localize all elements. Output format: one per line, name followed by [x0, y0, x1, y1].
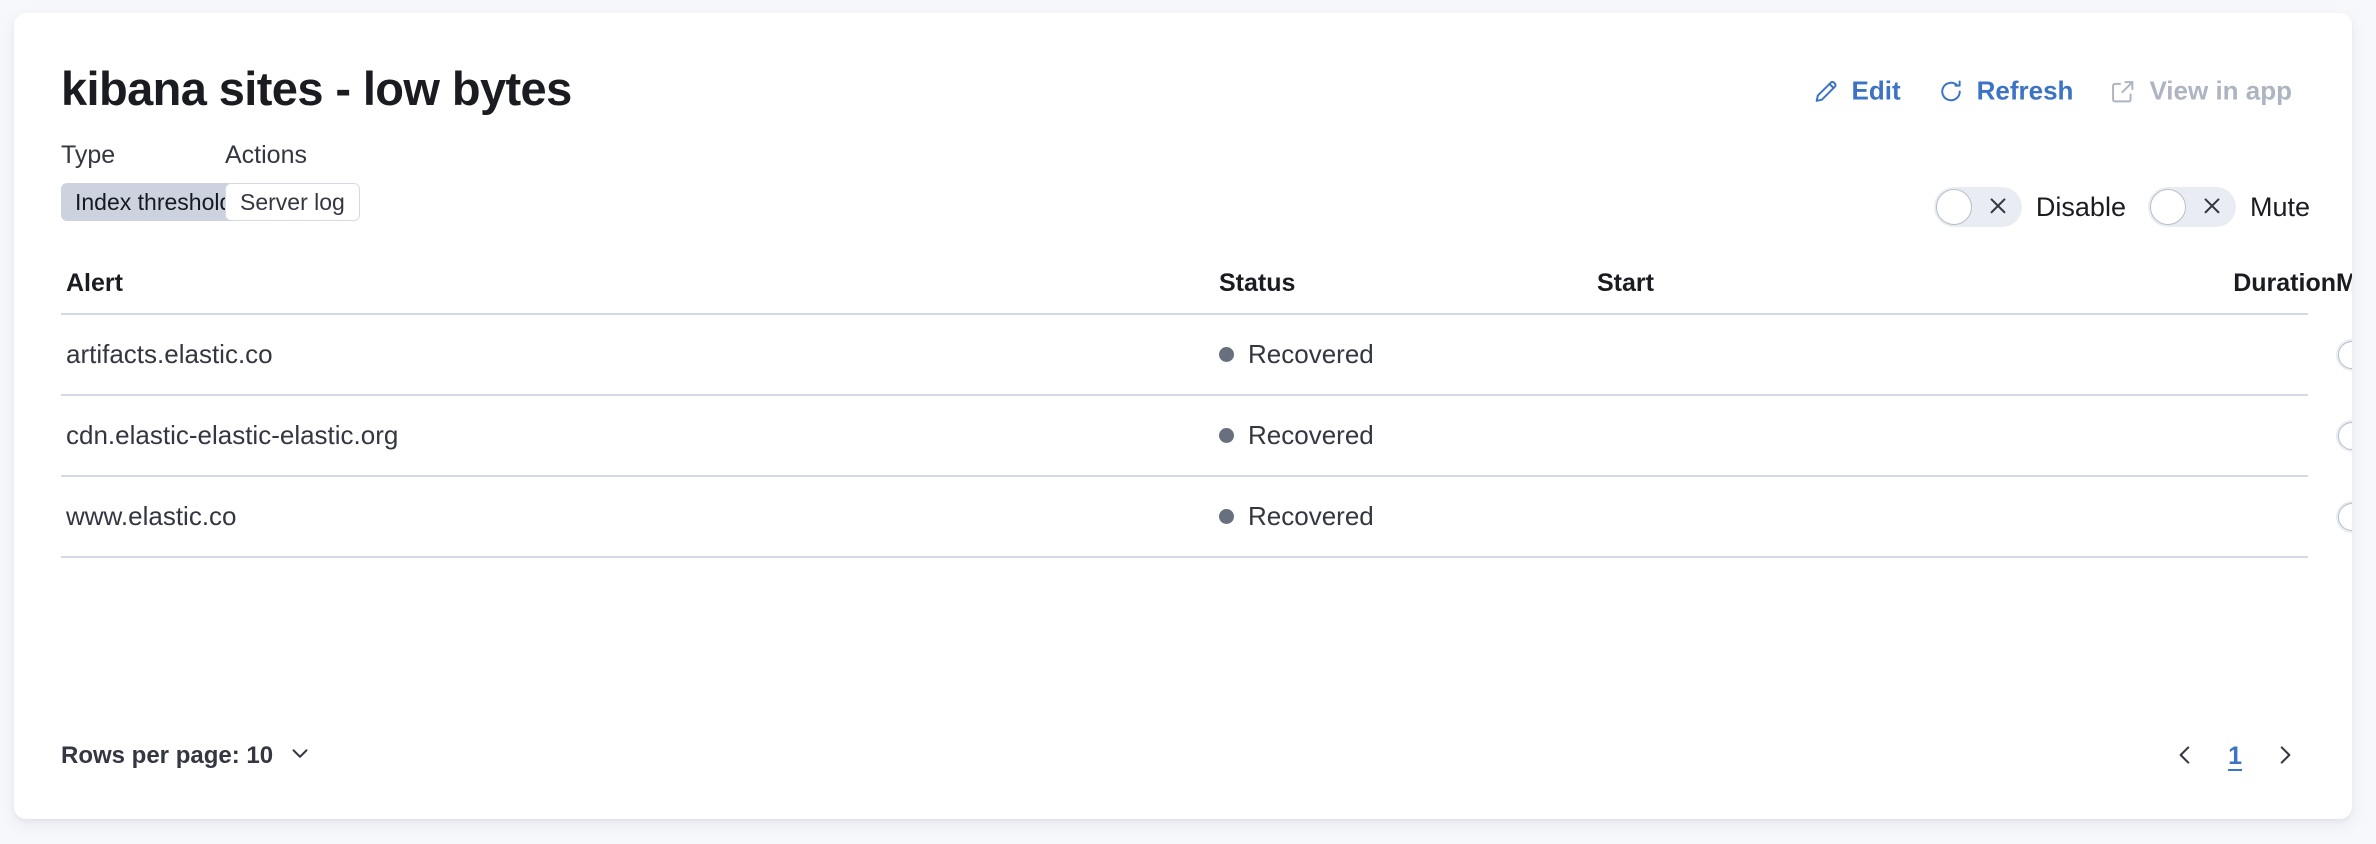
table-header-row: Alert Status Start Duration Mute — [61, 253, 2352, 315]
row-mute-toggle[interactable] — [2336, 338, 2352, 371]
type-badge: Index threshold — [61, 183, 247, 221]
status-text: Recovered — [1248, 501, 1374, 531]
external-link-icon — [2109, 77, 2137, 105]
cell-status: Recovered — [1219, 420, 1597, 451]
page-title: kibana sites - low bytes — [61, 62, 572, 115]
rows-per-page-label: Rows per page: 10 — [61, 742, 274, 769]
status-dot-icon — [1219, 347, 1234, 362]
pagination: 1 — [2162, 733, 2308, 779]
status-dot-icon — [1219, 428, 1234, 443]
disable-switch-group: Disable — [1933, 187, 2126, 227]
panel-meta-row: Type Index threshold Actions Server log … — [14, 143, 2352, 243]
status-dot-icon — [1219, 509, 1234, 524]
column-header-start[interactable]: Start — [1597, 268, 1654, 297]
edit-button[interactable]: Edit — [1794, 76, 1919, 107]
row-mute-toggle-knob — [2338, 421, 2352, 450]
close-icon — [1987, 195, 2009, 219]
mute-toggle-knob — [2149, 189, 2186, 225]
panel-header: kibana sites - low bytes Edit — [14, 13, 2352, 143]
type-group: Type Index threshold — [61, 141, 247, 221]
rows-per-page-selector[interactable]: Rows per page: 10 — [61, 740, 313, 773]
table-row: artifacts.elastic.co Recovered — [61, 315, 2352, 396]
edit-label: Edit — [1851, 75, 1901, 106]
row-mute-toggle-knob — [2338, 340, 2352, 369]
view-in-app-label: View in app — [2149, 75, 2292, 106]
row-mute-toggle-knob — [2338, 502, 2352, 531]
column-header-mute[interactable]: Mute — [2336, 268, 2352, 297]
disable-toggle[interactable] — [1933, 187, 2022, 227]
actions-group: Actions Server log — [225, 143, 360, 221]
header-actions: Edit Refresh — [1794, 76, 2311, 107]
row-mute-toggle[interactable] — [2336, 500, 2352, 533]
close-icon — [2201, 195, 2223, 219]
mute-toggle[interactable] — [2147, 187, 2236, 227]
cell-alert: www.elastic.co — [66, 501, 237, 531]
column-header-alert[interactable]: Alert — [66, 268, 123, 297]
column-header-status[interactable]: Status — [1219, 268, 1296, 297]
next-page-button[interactable] — [2262, 733, 2308, 779]
cell-alert: artifacts.elastic.co — [66, 339, 273, 369]
cell-mute — [2336, 500, 2352, 533]
alert-details-panel: kibana sites - low bytes Edit — [14, 13, 2352, 819]
mute-label: Mute — [2249, 191, 2310, 222]
pencil-icon — [1812, 77, 1840, 105]
action-badge-server-log: Server log — [225, 183, 360, 221]
alerts-table: Alert Status Start Duration Mute artifac… — [61, 253, 2352, 558]
disable-toggle-knob — [1935, 189, 1972, 225]
cell-status: Recovered — [1219, 339, 1597, 370]
mute-switch-group: Mute — [2147, 187, 2310, 227]
chevron-right-icon — [2272, 742, 2298, 771]
chevron-left-icon — [2172, 742, 2198, 771]
type-label: Type — [61, 141, 116, 169]
row-mute-toggle[interactable] — [2336, 419, 2352, 452]
refresh-icon — [1937, 77, 1965, 105]
disable-label: Disable — [2035, 191, 2126, 222]
refresh-button[interactable]: Refresh — [1919, 76, 2092, 107]
cell-mute — [2336, 419, 2352, 452]
page-number-1[interactable]: 1 — [2228, 741, 2242, 770]
table-footer: Rows per page: 10 1 — [61, 731, 2308, 781]
cell-status: Recovered — [1219, 501, 1597, 532]
meta-switches: Disable Mute — [1933, 187, 2310, 227]
cell-alert: cdn.elastic-elastic-elastic.org — [66, 420, 399, 450]
table-row: cdn.elastic-elastic-elastic.org Recovere… — [61, 396, 2352, 477]
actions-label: Actions — [225, 141, 307, 169]
previous-page-button[interactable] — [2162, 733, 2208, 779]
table-row: www.elastic.co Recovered — [61, 477, 2352, 558]
chevron-down-icon — [287, 740, 313, 773]
view-in-app-button[interactable]: View in app — [2091, 76, 2310, 107]
status-text: Recovered — [1248, 420, 1374, 450]
column-header-duration[interactable]: Duration — [2233, 268, 2336, 297]
cell-mute — [2336, 338, 2352, 371]
refresh-label: Refresh — [1976, 75, 2074, 106]
status-text: Recovered — [1248, 339, 1374, 369]
